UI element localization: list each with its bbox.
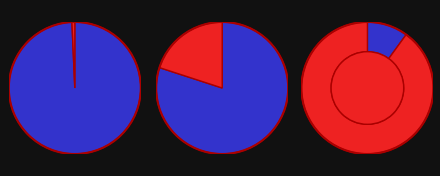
Wedge shape bbox=[72, 22, 75, 88]
Wedge shape bbox=[301, 22, 433, 154]
Wedge shape bbox=[159, 22, 222, 88]
Circle shape bbox=[331, 52, 404, 124]
Wedge shape bbox=[367, 22, 406, 59]
Wedge shape bbox=[9, 22, 141, 154]
Wedge shape bbox=[156, 22, 288, 154]
